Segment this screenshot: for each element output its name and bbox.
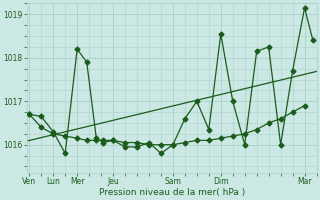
X-axis label: Pression niveau de la mer( hPa ): Pression niveau de la mer( hPa ) xyxy=(99,188,245,197)
